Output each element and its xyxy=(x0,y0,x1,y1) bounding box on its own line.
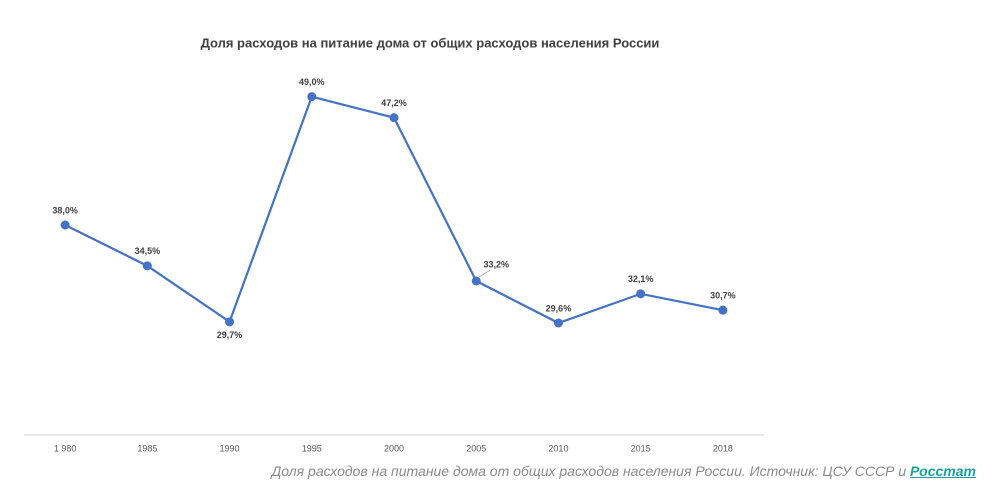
x-tick-label: 1 980 xyxy=(54,443,77,453)
data-label: 49,0% xyxy=(299,77,325,87)
data-label: 34,5% xyxy=(135,246,161,256)
data-label: 29,6% xyxy=(546,303,572,313)
x-tick-label: 2018 xyxy=(713,443,733,453)
data-point xyxy=(307,92,317,102)
series-line xyxy=(64,95,724,325)
data-point xyxy=(636,289,646,299)
x-tick-label: 2005 xyxy=(466,443,486,453)
data-label: 30,7% xyxy=(710,291,736,301)
x-tick-label: 1990 xyxy=(220,443,240,453)
data-point xyxy=(142,261,152,271)
x-tick-label: 2015 xyxy=(631,443,651,453)
chart: Доля расходов на питание дома от общих р… xyxy=(24,35,764,453)
data-label: 47,2% xyxy=(381,98,407,108)
data-label: 38,0% xyxy=(52,205,78,215)
data-point xyxy=(389,113,399,123)
leader-line xyxy=(479,269,491,278)
data-label: 33,2% xyxy=(483,259,509,269)
data-point xyxy=(553,318,563,328)
caption: Доля расходов на питание дома от общих р… xyxy=(271,463,976,479)
caption-text: Доля расходов на питание дома от общих р… xyxy=(271,463,911,479)
data-point xyxy=(471,276,481,286)
x-tick-label: 2010 xyxy=(548,443,568,453)
data-label: 29,7% xyxy=(217,330,243,340)
data-point xyxy=(225,317,235,327)
x-tick-label: 1985 xyxy=(137,443,157,453)
x-tick-label: 2000 xyxy=(384,443,404,453)
data-point xyxy=(718,305,728,315)
chart-title: Доля расходов на питание дома от общих р… xyxy=(201,35,660,50)
data-label: 32,1% xyxy=(628,274,654,284)
data-point xyxy=(60,220,70,230)
x-tick-label: 1995 xyxy=(302,443,322,453)
source-link[interactable]: Росстат xyxy=(910,463,976,479)
